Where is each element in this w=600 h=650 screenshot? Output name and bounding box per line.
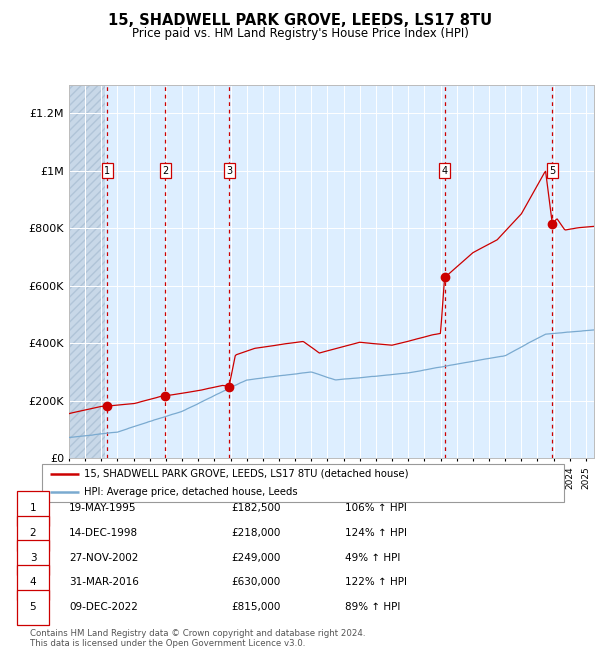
Text: 49% ↑ HPI: 49% ↑ HPI — [345, 552, 400, 563]
Text: Price paid vs. HM Land Registry's House Price Index (HPI): Price paid vs. HM Land Registry's House … — [131, 27, 469, 40]
Text: 1: 1 — [104, 166, 110, 176]
Text: 14-DEC-1998: 14-DEC-1998 — [69, 528, 138, 538]
Text: 15, SHADWELL PARK GROVE, LEEDS, LS17 8TU (detached house): 15, SHADWELL PARK GROVE, LEEDS, LS17 8TU… — [84, 469, 408, 478]
Text: 19-MAY-1995: 19-MAY-1995 — [69, 503, 137, 514]
Text: 124% ↑ HPI: 124% ↑ HPI — [345, 528, 407, 538]
Text: 4: 4 — [29, 577, 37, 588]
Text: 3: 3 — [226, 166, 232, 176]
Text: 89% ↑ HPI: 89% ↑ HPI — [345, 602, 400, 612]
Text: Contains HM Land Registry data © Crown copyright and database right 2024.: Contains HM Land Registry data © Crown c… — [30, 629, 365, 638]
Text: £630,000: £630,000 — [231, 577, 280, 588]
Text: £182,500: £182,500 — [231, 503, 281, 514]
Text: 5: 5 — [550, 166, 556, 176]
Text: 3: 3 — [29, 552, 37, 563]
Text: £249,000: £249,000 — [231, 552, 280, 563]
Text: 2: 2 — [29, 528, 37, 538]
Text: 27-NOV-2002: 27-NOV-2002 — [69, 552, 139, 563]
Text: 106% ↑ HPI: 106% ↑ HPI — [345, 503, 407, 514]
Text: 122% ↑ HPI: 122% ↑ HPI — [345, 577, 407, 588]
Text: This data is licensed under the Open Government Licence v3.0.: This data is licensed under the Open Gov… — [30, 639, 305, 648]
Text: £218,000: £218,000 — [231, 528, 280, 538]
FancyBboxPatch shape — [42, 464, 564, 502]
Text: 4: 4 — [442, 166, 448, 176]
Text: 09-DEC-2022: 09-DEC-2022 — [69, 602, 138, 612]
Text: 2: 2 — [162, 166, 168, 176]
Text: HPI: Average price, detached house, Leeds: HPI: Average price, detached house, Leed… — [84, 488, 298, 497]
Bar — [69, 84, 104, 458]
Text: £815,000: £815,000 — [231, 602, 280, 612]
Text: 5: 5 — [29, 602, 37, 612]
Text: 1: 1 — [29, 503, 37, 514]
Text: 31-MAR-2016: 31-MAR-2016 — [69, 577, 139, 588]
Text: 15, SHADWELL PARK GROVE, LEEDS, LS17 8TU: 15, SHADWELL PARK GROVE, LEEDS, LS17 8TU — [108, 13, 492, 28]
